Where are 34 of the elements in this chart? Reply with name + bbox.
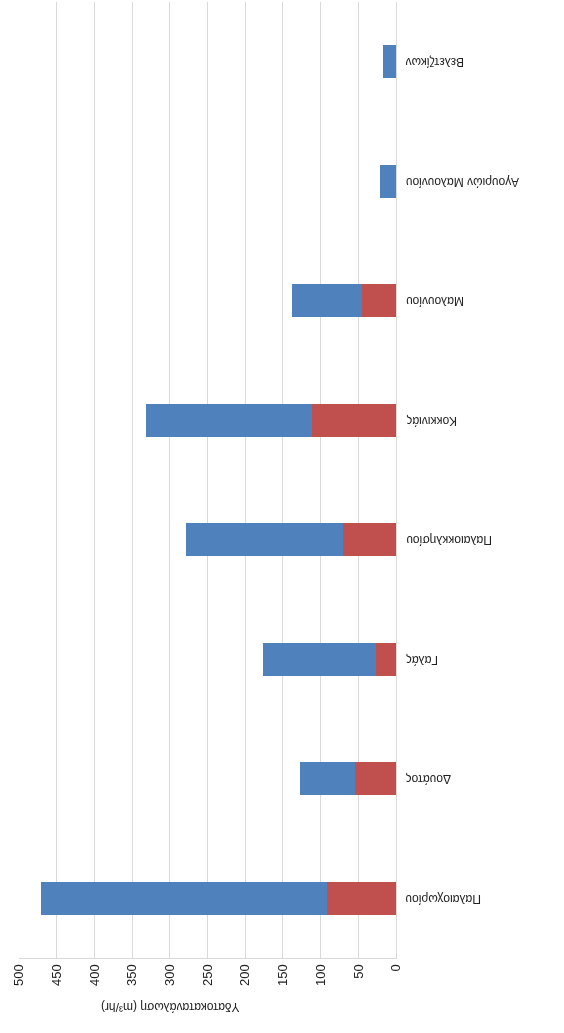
bar xyxy=(40,881,327,915)
bar xyxy=(376,642,396,676)
bar xyxy=(355,762,396,796)
y-tick-label: Παλαιοχωρίου xyxy=(405,891,481,906)
y-tick-label: Δουάτος xyxy=(405,771,451,786)
bar xyxy=(380,164,396,198)
x-tick-label: 400 xyxy=(86,964,102,986)
x-tick-label: 300 xyxy=(162,964,178,986)
x-tick-label: 450 xyxy=(48,964,64,986)
x-axis-title: Υδατοκατανάλωση (m³/hr) xyxy=(100,1000,240,1014)
bar xyxy=(263,642,377,676)
x-tick-label: 100 xyxy=(312,964,328,986)
x-tick-label: 50 xyxy=(350,964,366,979)
x-tick-label: 250 xyxy=(199,964,215,986)
x-tick-label: 150 xyxy=(275,964,291,986)
x-tick-label: 200 xyxy=(237,964,253,986)
bar xyxy=(362,284,396,318)
bar xyxy=(343,523,396,557)
bar xyxy=(311,403,396,437)
bar xyxy=(186,523,344,557)
y-tick-label: Γαλάς xyxy=(405,652,438,667)
y-tick-label: Κοκκινιάς xyxy=(406,413,457,428)
y-tick-label: Αγουριών Μαλουνίου xyxy=(405,174,519,189)
bar xyxy=(145,403,312,437)
y-tick-label: Βελετζίκων xyxy=(405,54,464,69)
bar xyxy=(383,45,396,79)
y-tick-label: Μαλουνίου xyxy=(406,293,464,308)
bar xyxy=(326,881,396,915)
x-tick-label: 350 xyxy=(124,964,140,986)
y-tick-label: Παλαιοκκλησίου xyxy=(406,532,492,547)
x-tick-label: 500 xyxy=(11,964,27,986)
bar xyxy=(291,284,363,318)
bar xyxy=(300,762,356,796)
x-tick-label: 0 xyxy=(388,964,404,972)
